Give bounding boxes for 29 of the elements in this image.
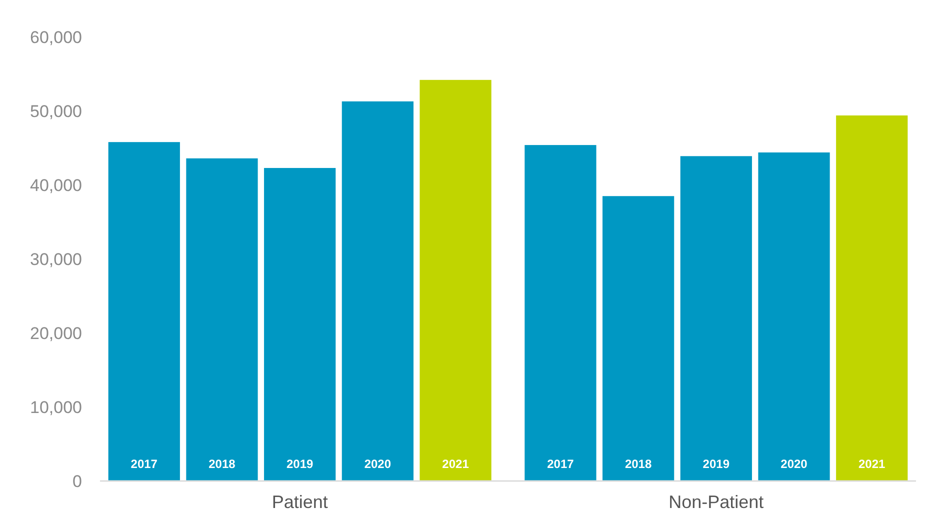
text: 2019 (702, 457, 730, 471)
y-tick-label: 20,000 (30, 324, 82, 343)
x-tick-label: Non-Patient (668, 492, 764, 512)
text: 2021 (858, 457, 886, 471)
series-label: 2021 (442, 457, 470, 471)
series-label: 2019 (286, 457, 314, 471)
bar (342, 101, 414, 481)
text: 2017 (547, 457, 574, 471)
bar (836, 115, 908, 481)
bar (602, 196, 674, 481)
bar (108, 142, 180, 481)
series-label: 2017 (130, 457, 158, 471)
series-label: 2020 (364, 457, 392, 471)
bar (524, 145, 596, 481)
text: 2018 (624, 457, 652, 471)
y-tick-label: 50,000 (30, 102, 82, 121)
x-tick-label: Patient (272, 492, 328, 512)
text: 2020 (780, 457, 808, 471)
bar (264, 168, 336, 481)
y-tick-label: 30,000 (30, 250, 82, 269)
y-tick-label: 60,000 (30, 28, 82, 47)
bar (680, 156, 752, 481)
bar (758, 152, 830, 481)
y-tick-label: 40,000 (30, 176, 82, 195)
y-tick-label: 0 (72, 472, 82, 491)
bar (186, 158, 258, 481)
bar (420, 80, 492, 481)
series-label: 2018 (208, 457, 236, 471)
y-tick-label: 10,000 (30, 398, 82, 417)
